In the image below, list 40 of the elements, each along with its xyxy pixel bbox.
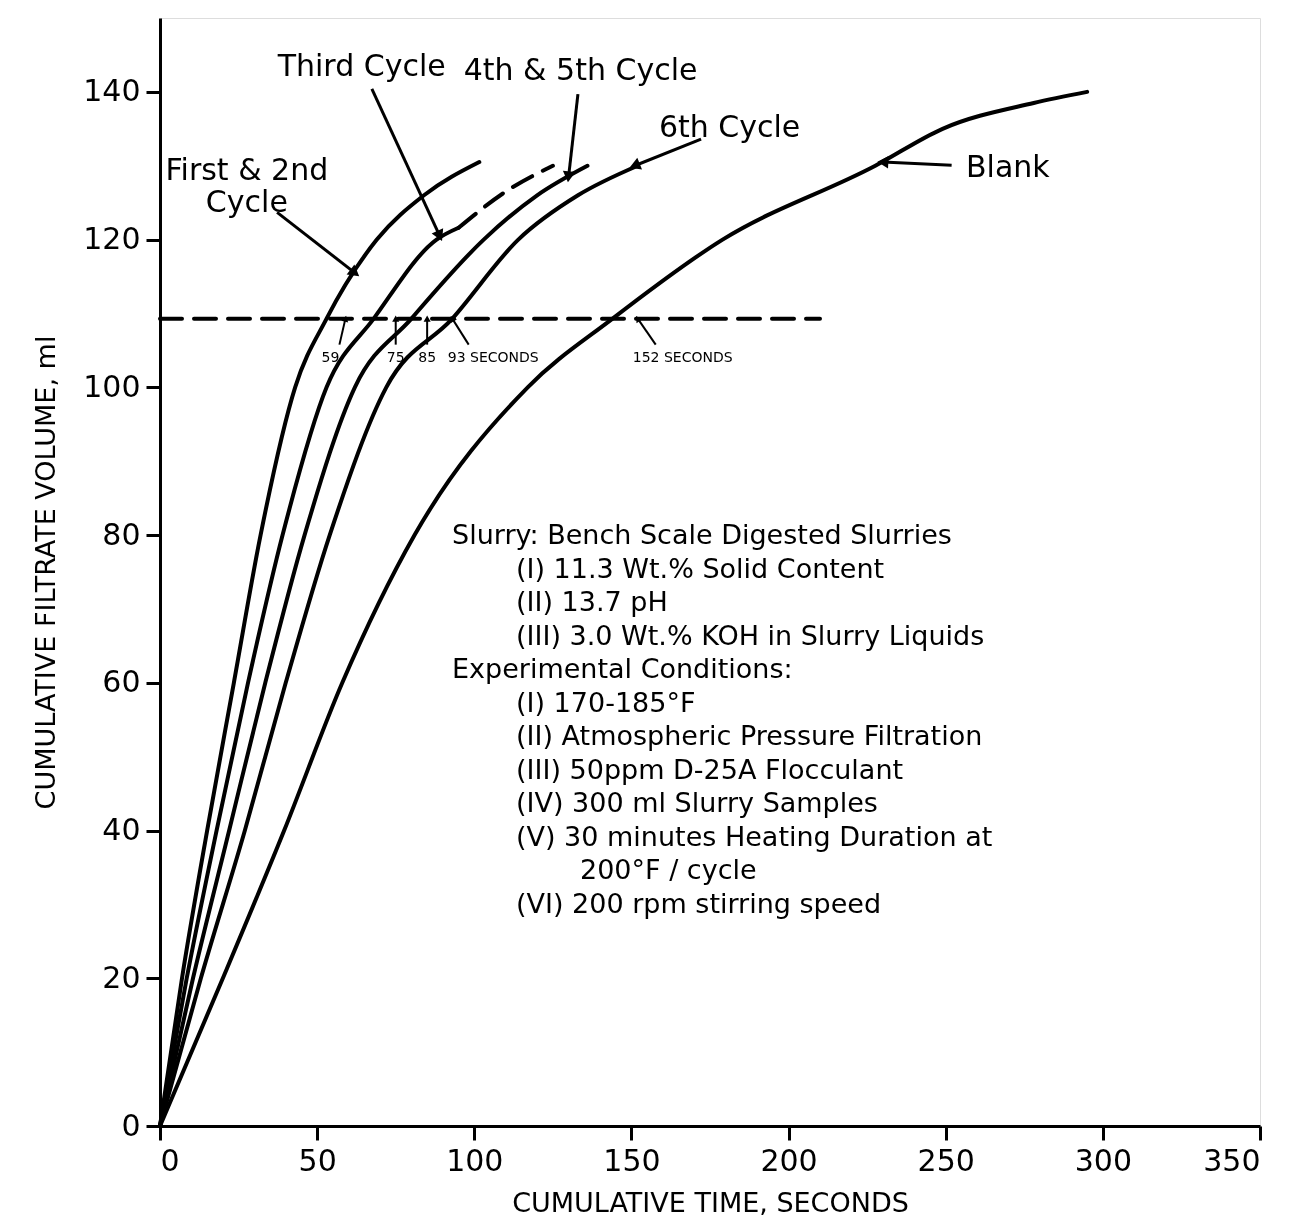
y-tick-label: 140 <box>83 73 141 109</box>
annotation: First & 2nd Cycle <box>165 151 329 219</box>
y-tick-label: 80 <box>102 516 141 552</box>
annotation: (IV) 300 ml Slurry Samples <box>516 787 878 818</box>
annotation: Blank <box>966 149 1051 185</box>
annotation: (II) Atmospheric Pressure Filtration <box>516 720 983 751</box>
annotation: Slurry: Bench Scale Digested Slurries <box>452 519 952 550</box>
annotation: Experimental Conditions: <box>452 653 793 684</box>
y-tick-label: 120 <box>83 221 141 257</box>
x-tick-label: 350 <box>1203 1142 1261 1178</box>
y-axis-title: CUMULATIVE FILTRATE VOLUME, ml <box>30 335 62 810</box>
annotation: 4th & 5th Cycle <box>463 51 698 87</box>
annotation: 152 SECONDS <box>632 348 733 365</box>
x-tick-label: 100 <box>446 1142 504 1178</box>
annotation: (III) 50ppm D-25A Flocculant <box>516 753 904 785</box>
x-tick-label: 0 <box>160 1142 180 1178</box>
annotation: 75 <box>386 348 405 365</box>
annotation: 85 <box>418 348 437 365</box>
y-tick-label: 20 <box>102 959 141 995</box>
y-tick-label: 0 <box>121 1107 141 1143</box>
x-axis-title: CUMULATIVE TIME, SECONDS <box>512 1186 909 1218</box>
annotation: (I) 11.3 Wt.% Solid Content <box>516 552 885 584</box>
y-tick-label: 40 <box>102 812 141 848</box>
annotation: (III) 3.0 Wt.% KOH in Slurry Liquids <box>516 619 985 651</box>
x-tick-label: 50 <box>298 1142 337 1178</box>
annotation: 59 <box>321 348 340 365</box>
annotation: (V) 30 minutes Heating Duration at <box>516 820 993 852</box>
x-tick-label: 250 <box>917 1142 975 1178</box>
y-tick-label: 100 <box>83 368 141 404</box>
x-tick-label: 150 <box>603 1142 661 1178</box>
annotation: 93 SECONDS <box>447 348 539 365</box>
x-tick-label: 300 <box>1074 1142 1132 1178</box>
annotation: 200°F / cycle <box>580 854 757 885</box>
annotation: (I) 170-185°F <box>516 686 696 718</box>
annotation: 6th Cycle <box>658 108 801 144</box>
annotation: Third Cycle <box>276 47 446 83</box>
y-tick-label: 60 <box>102 664 141 700</box>
annotation: (VI) 200 rpm stirring speed <box>516 887 882 919</box>
annotation: (II) 13.7 pH <box>516 586 668 617</box>
x-tick-label: 200 <box>760 1142 818 1178</box>
